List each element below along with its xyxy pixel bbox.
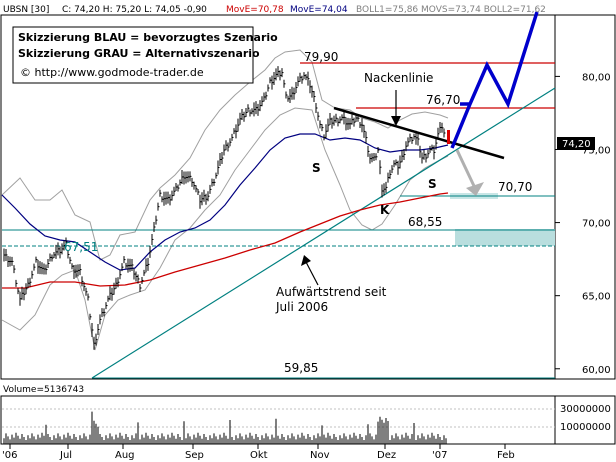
trend-arrow xyxy=(305,261,319,286)
scenario-grey-path xyxy=(455,149,476,187)
pattern-annotations: Nackenlinie S S K Aufwärtstrend seit Jul… xyxy=(275,71,437,314)
header-ohlc: C: 74,20 H: 75,20 L: 74,05 -0,90 xyxy=(62,5,207,15)
legend-line-blue: Skizzierung BLAU = bevorzugtes Szenario xyxy=(18,31,278,44)
last-price-tag-text: 74,20 xyxy=(562,139,591,150)
x-tick-label: Aug xyxy=(115,450,135,461)
header-bollinger: BOLL1=75,86 MOVS=73,74 BOLL2=71,62 xyxy=(356,5,546,15)
x-tick-label: Nov xyxy=(310,450,330,461)
y-axis-frame xyxy=(554,14,616,380)
time-x-axis: '06 Jul Aug Sep Okt Nov Dez '07 Feb xyxy=(2,444,515,461)
moving-average-slow xyxy=(2,192,449,289)
left-shoulder-label: S xyxy=(312,161,321,175)
legend-box: Skizzierung BLAU = bevorzugtes Szenario … xyxy=(12,26,278,84)
volume-axis-frame xyxy=(554,395,616,445)
x-tick-label: Feb xyxy=(497,450,515,461)
bollinger-upper xyxy=(1,49,449,261)
head-label: K xyxy=(380,203,390,217)
level-labels: 79,90 76,70 70,70 68,55 67,51 59,85 xyxy=(64,50,532,375)
scenario-grey-arrowhead xyxy=(466,182,484,196)
legend-copyright: © http://www.godmode-trader.de xyxy=(20,66,204,79)
label-79-90: 79,90 xyxy=(304,50,338,64)
neckline-arrowhead xyxy=(391,116,401,126)
neckline-label: Nackenlinie xyxy=(364,71,433,85)
trend-label-line1: Aufwärtstrend seit xyxy=(276,285,387,299)
label-59-85: 59,85 xyxy=(284,361,318,375)
label-70-70: 70,70 xyxy=(498,180,532,194)
label-68-55: 68,55 xyxy=(408,215,442,229)
last-price-tag: 74,20 xyxy=(557,137,595,150)
x-tick-label: Dez xyxy=(377,450,396,461)
x-tick-label: '07 xyxy=(432,450,447,461)
level-lines xyxy=(2,62,555,379)
volume-tick-30m: 30000000 xyxy=(560,404,611,415)
header-mov-slow: MovE=70,78 xyxy=(226,5,284,15)
header-mov-fast: MovE=74,04 xyxy=(290,5,348,15)
right-shoulder-label: S xyxy=(428,177,437,191)
label-76-70: 76,70 xyxy=(426,93,460,107)
chart-header: UBSN [30] C: 74,20 H: 75,20 L: 74,05 -0,… xyxy=(3,5,546,15)
y-tick-label: 60,00 xyxy=(582,365,611,376)
x-tick-label: '06 xyxy=(2,450,17,461)
y-tick-label: 75,00 xyxy=(582,145,611,156)
legend-line-grey: Skizzierung GRAU = Alternativszenario xyxy=(18,47,260,60)
label-67-51: 67,51 xyxy=(64,240,98,254)
y-tick-label: 70,00 xyxy=(582,219,611,230)
volume-label: Volume=5136743 xyxy=(3,385,84,395)
x-tick-label: Jul xyxy=(59,450,72,461)
y-tick-label: 80,00 xyxy=(582,72,611,83)
scenario-blue-path xyxy=(450,11,539,149)
moving-average-fast xyxy=(1,133,449,271)
last-price-tag-box xyxy=(557,137,595,150)
volume-tick-10m: 10000000 xyxy=(560,422,611,433)
last-bar-red xyxy=(447,130,450,144)
support-zone-upper xyxy=(455,229,555,246)
header-symbol: UBSN [30] xyxy=(3,5,49,15)
legend-box-frame xyxy=(12,26,254,84)
x-tick-label: Okt xyxy=(250,450,268,461)
trend-arrowhead xyxy=(301,255,311,266)
bollinger-bands xyxy=(1,49,449,351)
trend-label-line2: Juli 2006 xyxy=(275,300,328,314)
x-tick-label: Sep xyxy=(185,450,204,461)
volume-bars xyxy=(3,411,447,444)
price-bars xyxy=(3,66,446,350)
uptrend-line xyxy=(91,87,556,379)
bollinger-lower xyxy=(1,107,449,351)
neckline xyxy=(333,106,505,160)
y-tick-label: 65,00 xyxy=(582,292,611,303)
